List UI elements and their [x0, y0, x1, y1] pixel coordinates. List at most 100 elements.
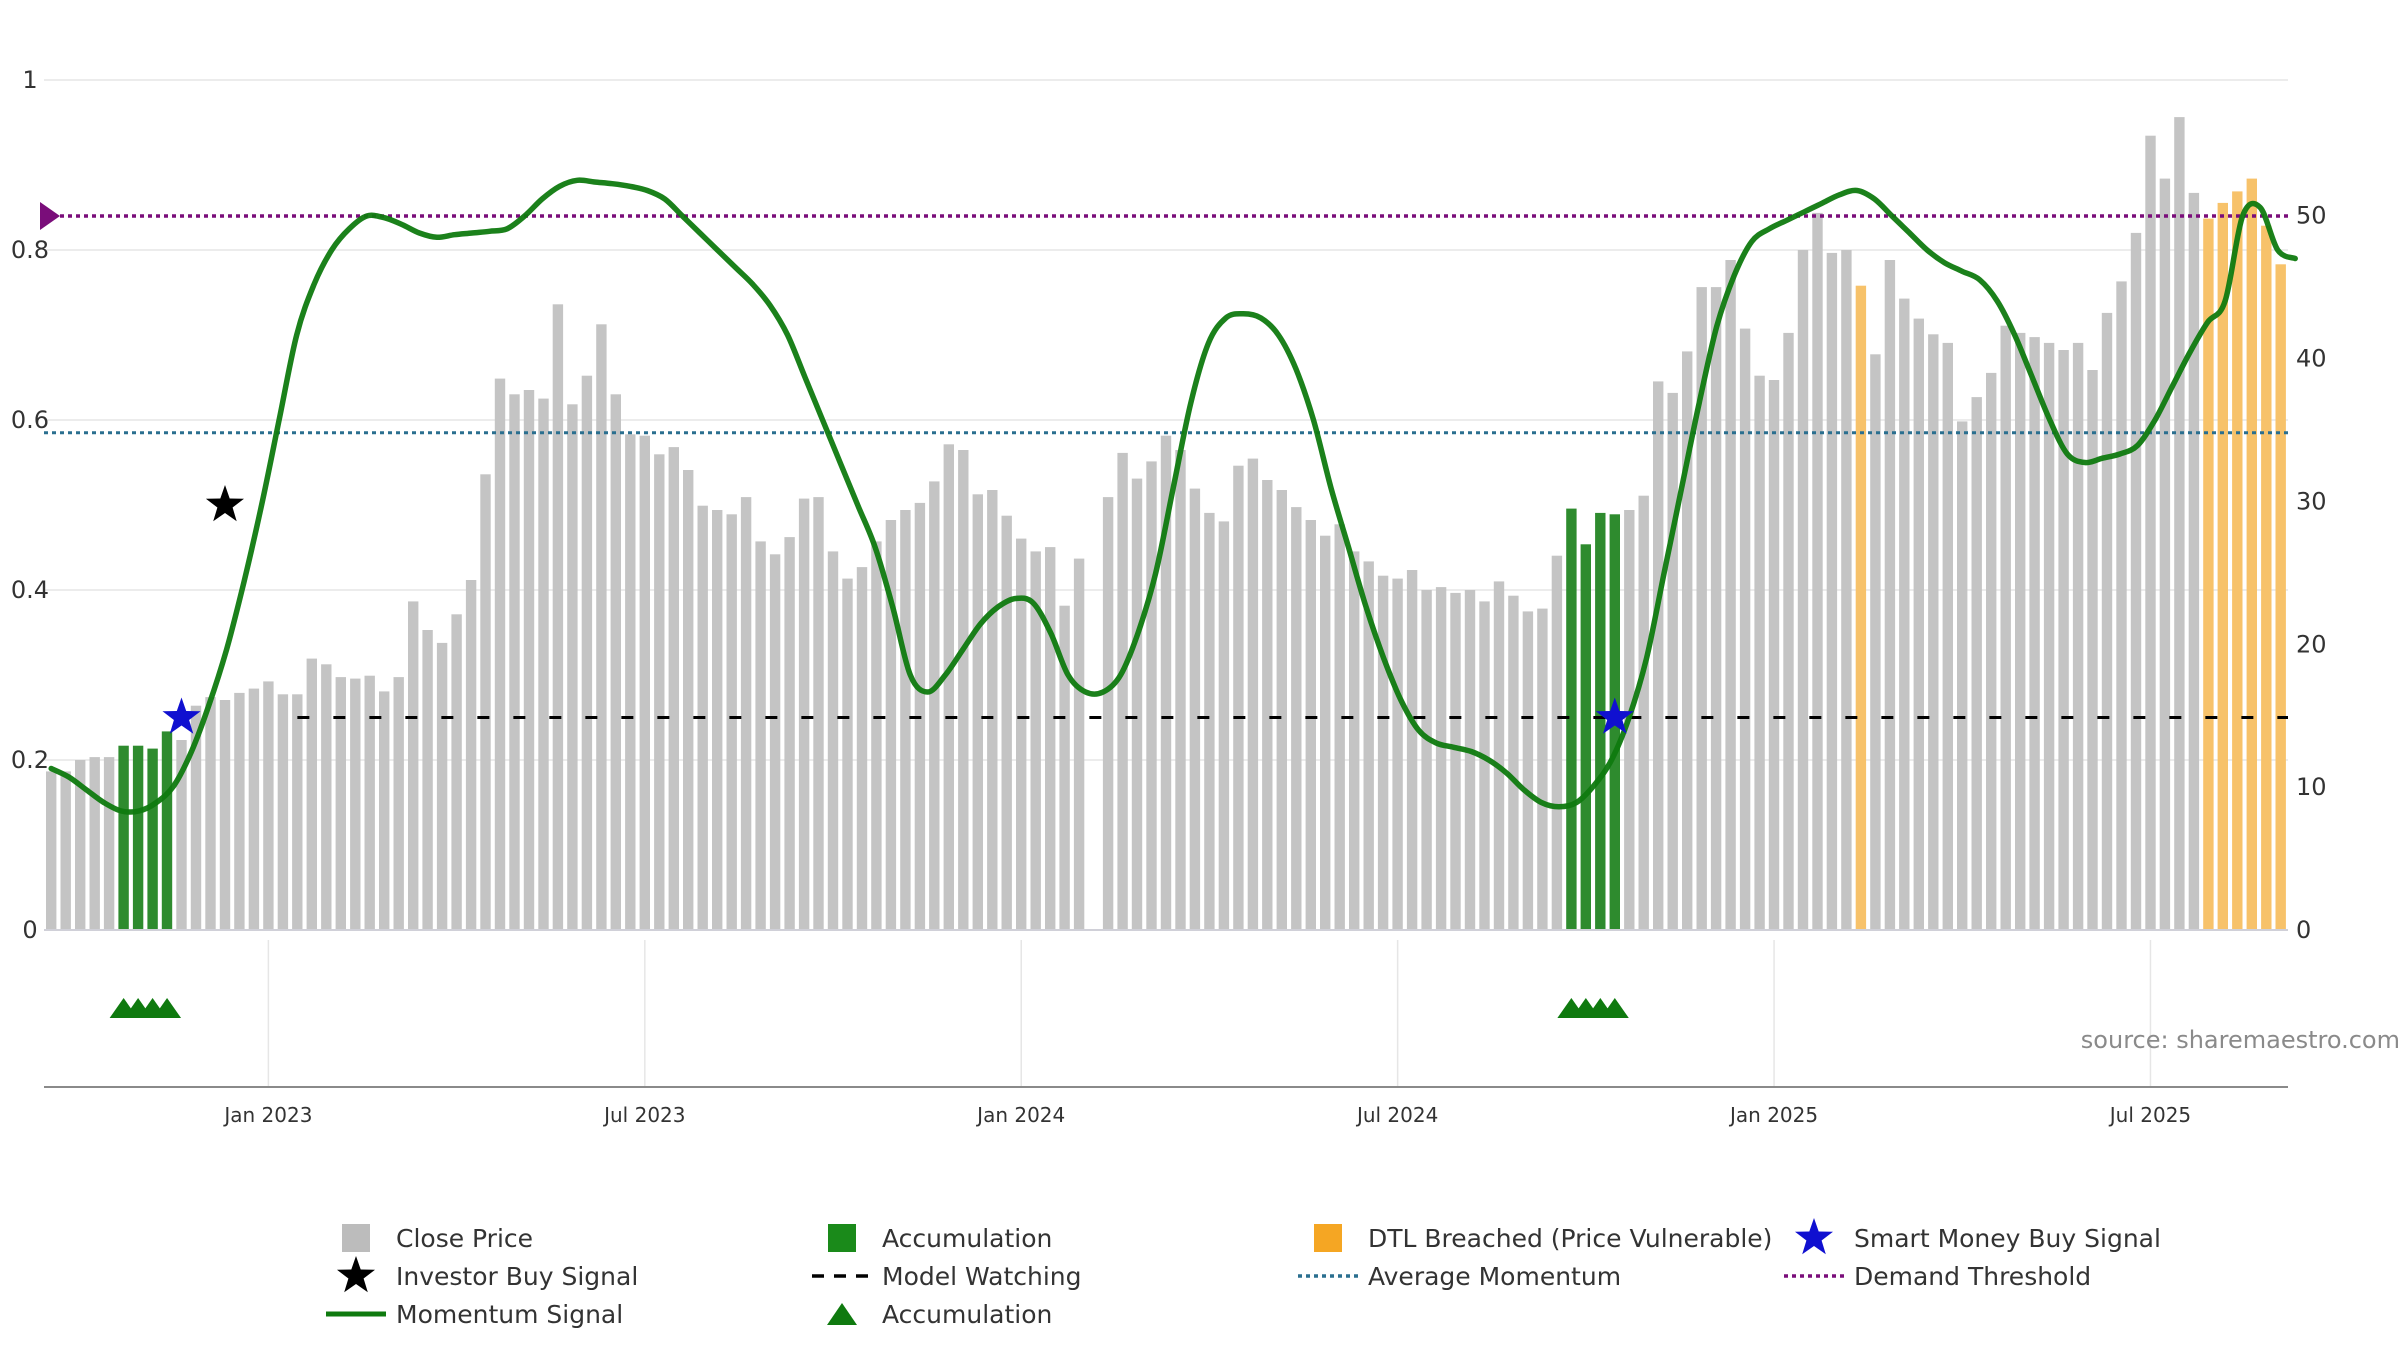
right-tick-label: 20: [2296, 630, 2327, 658]
price-bar: [958, 450, 969, 930]
price-bar: [1725, 260, 1736, 930]
price-bar: [1899, 298, 1910, 931]
price-bar: [1537, 608, 1548, 930]
price-bar: [465, 580, 477, 930]
price-bar: [1276, 490, 1287, 930]
legend-label: Accumulation: [882, 1300, 1052, 1329]
price-bar: [176, 740, 187, 930]
price-bar: [552, 304, 564, 930]
price-bar: [248, 688, 260, 930]
legend-swatch: [1314, 1224, 1342, 1252]
price-bar: [1334, 524, 1345, 930]
price-bar: [2217, 202, 2228, 930]
right-tick-label: 50: [2296, 202, 2327, 230]
price-bar: [1508, 595, 1519, 930]
price-bar: [1812, 212, 1823, 930]
momentum-signal-path: [48, 177, 2298, 815]
price-bar: [1291, 507, 1302, 930]
price-bar: [871, 541, 882, 930]
price-bar: [1030, 551, 1041, 930]
price-bar: [1986, 372, 1997, 930]
price-bar: [639, 435, 650, 930]
price-bar: [943, 444, 954, 930]
price-bar: [1450, 592, 1461, 930]
price-bar: [567, 404, 578, 930]
price-bar: [581, 375, 593, 930]
price-bar: [885, 520, 897, 930]
price-bar: [625, 434, 636, 930]
price-bar: [972, 494, 983, 930]
price-bar: [1870, 354, 1881, 930]
price-bar: [2203, 218, 2214, 931]
price-bar: [219, 700, 231, 930]
price-bar: [1826, 252, 1838, 930]
smart-money-buy-star: [1595, 697, 1634, 734]
price-bar: [1160, 435, 1172, 930]
left-tick-label: 0.4: [11, 576, 49, 604]
price-bar: [1884, 260, 1896, 930]
price-bar: [2174, 117, 2185, 931]
price-bar: [1783, 332, 1794, 930]
price-bar: [2261, 225, 2272, 930]
x-tick-label: Jul 2025: [2108, 1103, 2191, 1127]
price-bar: [712, 510, 723, 930]
price-bar: [726, 514, 737, 930]
price-bar: [393, 677, 404, 930]
price-bar: [856, 567, 868, 930]
price-bar: [2130, 232, 2142, 930]
price-bar: [205, 697, 216, 930]
legend-label: DTL Breached (Price Vulnerable): [1368, 1224, 1772, 1253]
price-bar: [1638, 495, 1649, 930]
price-bar: [364, 675, 375, 930]
price-bar: [1841, 250, 1852, 930]
price-bar: [1435, 587, 1447, 930]
price-bar: [306, 658, 317, 930]
price-bar: [2188, 192, 2200, 930]
price-bar: [2087, 370, 2098, 930]
price-bar: [1696, 287, 1707, 931]
price-bar: [1566, 508, 1577, 930]
price-bar: [1233, 465, 1244, 930]
price-bar: [1580, 544, 1591, 930]
legend-label: Accumulation: [882, 1224, 1052, 1253]
accumulation-triangle: [153, 998, 182, 1018]
price-bar: [1653, 381, 1664, 930]
price-bar: [2275, 264, 2286, 930]
legend-label: Investor Buy Signal: [396, 1262, 638, 1291]
price-bar: [1971, 397, 1982, 931]
price-bar: [1913, 318, 1924, 931]
price-bar: [827, 551, 839, 930]
price-bar: [1117, 452, 1128, 930]
legend-label: Close Price: [396, 1224, 533, 1253]
legend-item: Smart Money Buy Signal: [1795, 1218, 2161, 1255]
price-bar: [132, 745, 144, 930]
left-tick-label: 0.2: [11, 746, 49, 774]
price-bar: [1942, 342, 1953, 930]
price-bar: [813, 497, 824, 930]
price-bar: [683, 470, 694, 930]
legend-label: Model Watching: [882, 1262, 1082, 1291]
price-bar: [1016, 538, 1027, 930]
price-bar: [740, 497, 752, 930]
price-bar: [292, 694, 303, 930]
price-bar: [422, 630, 433, 930]
price-bar: [1102, 497, 1114, 930]
price-bar: [538, 398, 549, 931]
price-bar: [436, 642, 448, 930]
price-bar: [1682, 351, 1693, 930]
legend-item: Momentum Signal: [326, 1300, 623, 1329]
price-bar: [1218, 521, 1230, 930]
legend-item: Average Momentum: [1298, 1262, 1621, 1291]
price-bar: [190, 705, 202, 930]
price-bar: [2145, 135, 2156, 930]
price-bar: [118, 745, 129, 930]
price-bar: [1363, 561, 1374, 930]
price-bar: [161, 731, 173, 930]
price-bar: [2072, 342, 2084, 930]
price-bar: [900, 510, 911, 930]
price-bar: [1928, 334, 1939, 930]
legend-item: Investor Buy Signal: [337, 1256, 638, 1293]
price-bar: [2116, 281, 2127, 930]
price-bar: [1204, 512, 1215, 930]
price-bar: [2043, 342, 2055, 930]
